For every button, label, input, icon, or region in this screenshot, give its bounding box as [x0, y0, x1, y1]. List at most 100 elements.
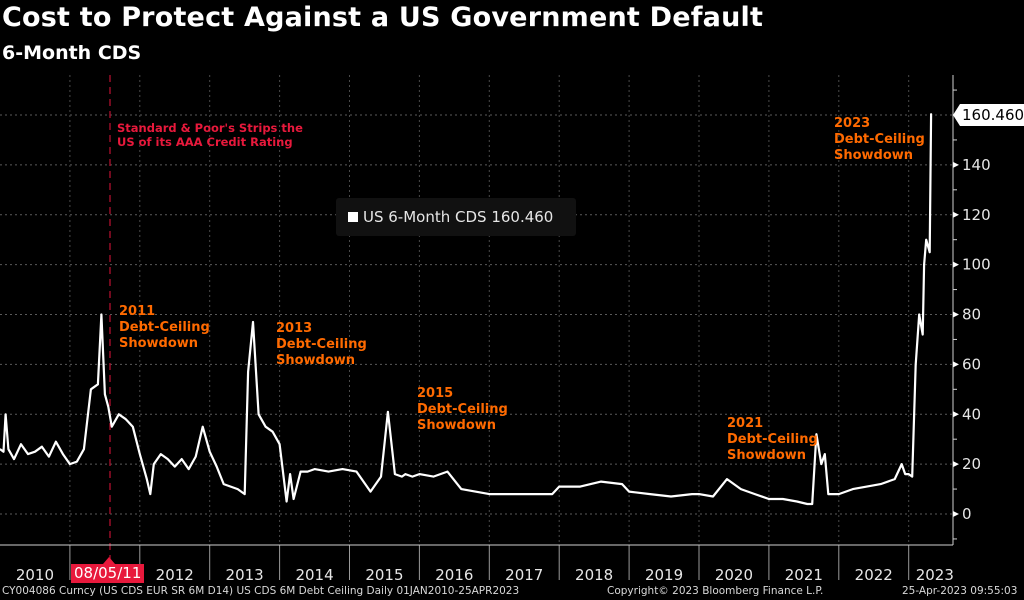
data-point [369, 490, 372, 493]
data-point [820, 463, 823, 465]
event-annotation-line1: Standard & Poor's Strips the [117, 121, 303, 135]
data-point [914, 363, 917, 366]
data-point [488, 493, 491, 495]
event-date-flag: 08/05/11 [71, 564, 145, 583]
annotation-2021: 2021 Debt-Ceiling Showdown [727, 416, 818, 463]
y-tick-marker [953, 511, 959, 517]
data-point [911, 475, 913, 478]
annotation-2023-year: 2023 [834, 116, 870, 131]
last-value-label: 160.460 [960, 104, 1024, 126]
x-tick-label-2017: 2017 [505, 566, 543, 584]
data-point [7, 448, 10, 450]
data-point [530, 493, 533, 495]
data-point [851, 488, 854, 490]
data-point [306, 470, 309, 473]
data-point [411, 475, 414, 478]
x-tick-label-2016: 2016 [435, 566, 473, 584]
chart-title: Cost to Protect Against a US Government … [2, 2, 764, 33]
x-year-dividers [69, 75, 910, 580]
data-point [474, 490, 477, 493]
data-point [236, 488, 239, 490]
data-point [145, 478, 148, 480]
data-point [628, 490, 630, 493]
data-point [712, 495, 714, 498]
x-tick-label-2014: 2014 [295, 566, 333, 584]
annotation-2013-year: 2013 [276, 321, 312, 336]
y-tick-marker [953, 361, 959, 368]
data-point [831, 493, 833, 495]
data-point [811, 503, 814, 505]
data-point [558, 485, 560, 488]
series-points [0, 113, 932, 505]
data-point [460, 488, 463, 490]
y-tick-label-0: 0 [962, 505, 972, 523]
y-tick-label-40: 40 [962, 405, 981, 423]
data-point [930, 113, 932, 115]
data-point [827, 493, 830, 495]
data-point [20, 443, 22, 445]
chart-subtitle: 6-Month CDS [2, 42, 142, 64]
legend-label: US 6-Month CDS 160.460 [363, 208, 554, 226]
data-point [432, 475, 435, 478]
data-point [180, 458, 183, 460]
data-point [796, 500, 798, 503]
data-point [900, 463, 903, 465]
date-flag-triangle-icon [103, 557, 115, 564]
data-point [90, 388, 92, 391]
data-point [879, 483, 882, 485]
data-point [83, 448, 85, 450]
data-point [904, 473, 907, 475]
y-tick-marker [953, 211, 959, 218]
annotation-2021-line2: Debt-Ceiling [727, 432, 818, 447]
data-point [149, 493, 152, 495]
y-tick-label-80: 80 [962, 306, 981, 324]
data-point [754, 493, 756, 495]
annotation-2015-line2: Debt-Ceiling [417, 402, 508, 417]
last-value-tag: 160.460 [953, 104, 1024, 126]
data-point [243, 493, 246, 495]
y-tick-marker [953, 411, 959, 418]
data-point [649, 493, 651, 495]
x-tick-label-2021: 2021 [785, 566, 823, 584]
annotation-2011-line2: Debt-Ceiling [119, 320, 210, 335]
data-point [394, 473, 396, 475]
annotation-2013: 2013 Debt-Ceiling Showdown [276, 321, 367, 368]
footer-security-description: CY004086 Curncy (US CDS EUR SR 6M D14) U… [2, 585, 520, 597]
legend: US 6-Month CDS 160.460 [336, 198, 576, 236]
data-point [222, 483, 225, 485]
data-point [264, 425, 267, 428]
data-point [139, 453, 141, 455]
x-axis: 2010 2012 2013 2014 2015 2016 2017 2018 2019 2020… [16, 566, 954, 584]
data-point [201, 425, 204, 428]
annotation-2013-line3: Showdown [276, 353, 355, 368]
data-point [824, 453, 826, 455]
y-tick-label-60: 60 [962, 355, 981, 373]
data-point [173, 465, 176, 468]
last-value-pointer-icon [953, 104, 960, 126]
data-point [380, 475, 382, 478]
x-tick-label-2018: 2018 [575, 566, 613, 584]
data-point [404, 473, 407, 475]
data-point [48, 455, 50, 458]
data-point [768, 498, 770, 500]
y-tick-label-20: 20 [962, 455, 981, 473]
data-point [782, 498, 784, 500]
data-point [289, 473, 291, 475]
data-point [41, 445, 43, 448]
annotation-2023: 2023 Debt-Ceiling Showdown [834, 116, 925, 163]
data-point [355, 470, 358, 473]
x-tick-label-2022: 2022 [855, 566, 893, 584]
data-point [125, 418, 127, 421]
annotation-2021-line3: Showdown [727, 448, 806, 463]
data-point [292, 498, 295, 500]
data-point [918, 313, 920, 316]
data-point [815, 433, 818, 436]
data-point [215, 465, 218, 468]
data-point [299, 470, 302, 473]
x-tick-label-2013: 2013 [226, 566, 264, 584]
data-point [159, 453, 162, 455]
data-point [104, 393, 106, 396]
data-point [0, 448, 1, 450]
x-tick-label-2012: 2012 [156, 566, 194, 584]
data-point [341, 468, 344, 470]
